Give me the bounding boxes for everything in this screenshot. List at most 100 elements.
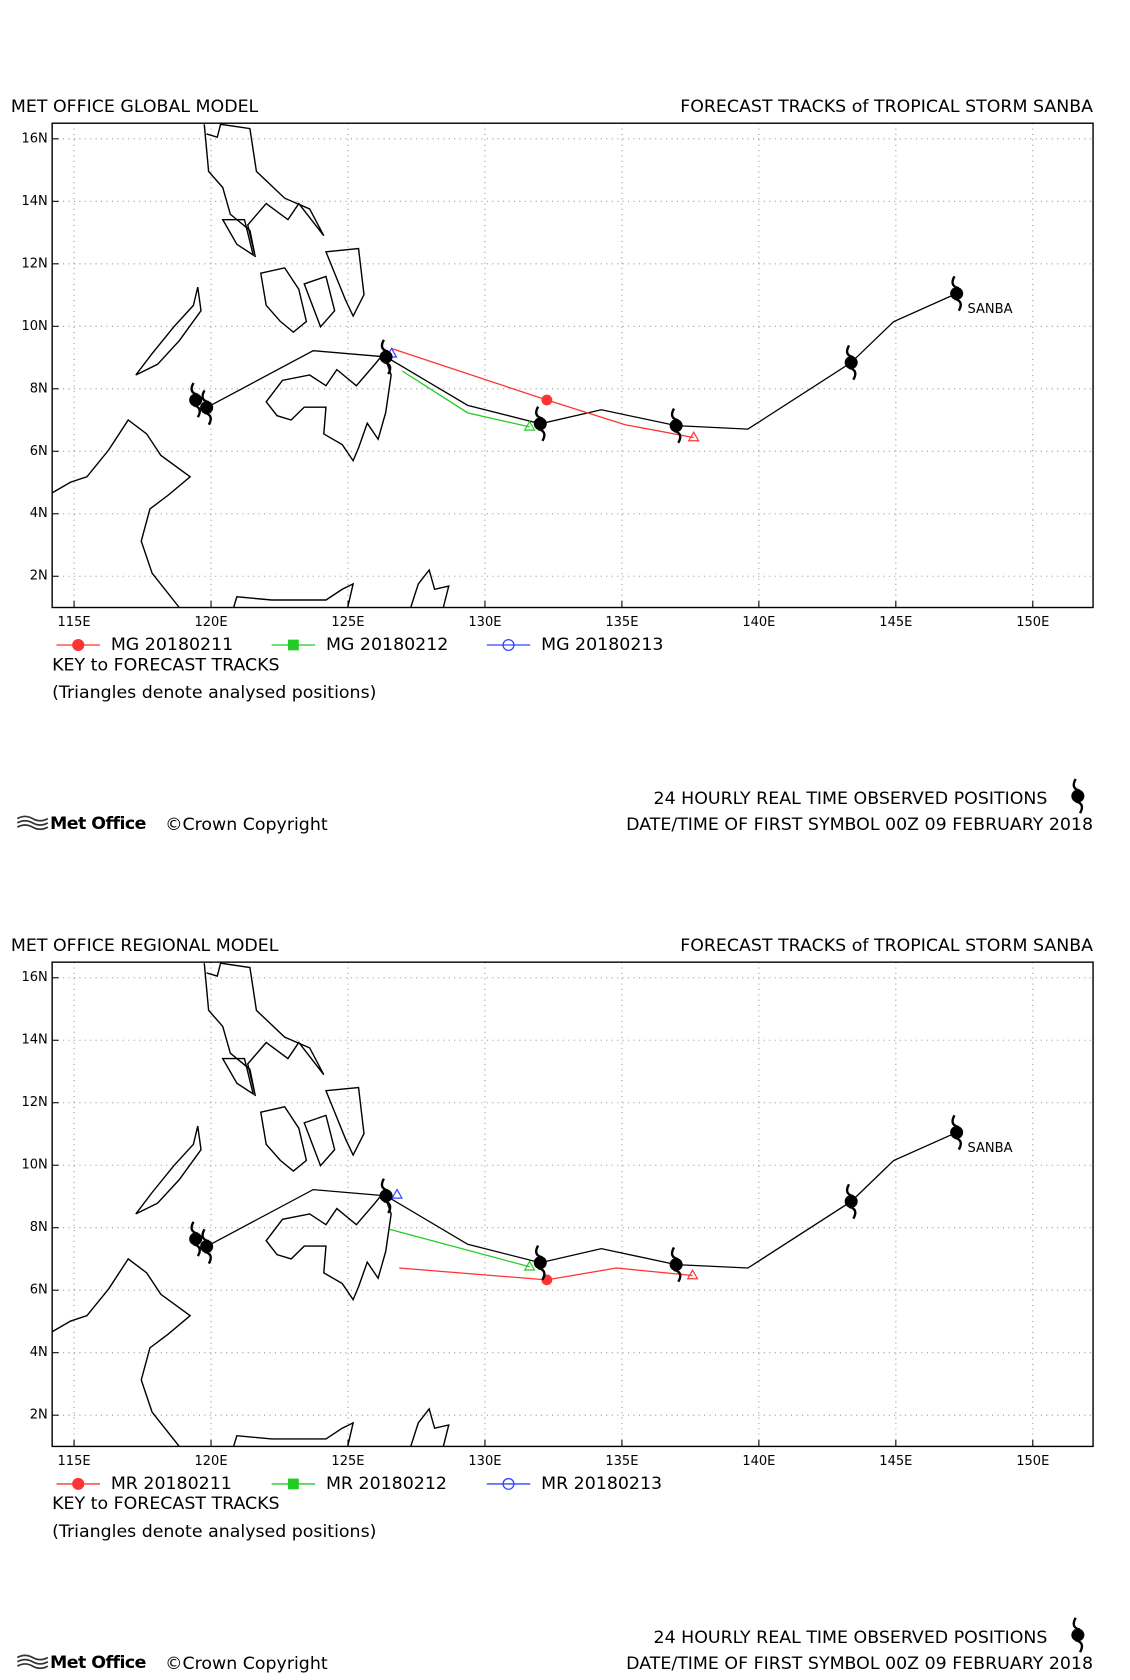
symbol-arm [954,297,962,312]
y-tick-label: 10N [21,1158,47,1173]
x-tick-label: 125E [331,1454,364,1469]
symbol-core [379,1189,393,1203]
symbol-arm [673,429,682,444]
cyclone-symbol [950,275,964,312]
symbol-arm [190,382,199,396]
logo-wave [16,1658,49,1665]
symbol-arm [670,1246,679,1261]
model-title: MET OFFICE GLOBAL MODEL [11,97,259,117]
symbol-core [189,393,203,407]
logo-wave [16,819,49,826]
y-tick-label: 8N [30,1220,48,1235]
y-tick-label: 2N [30,1408,48,1423]
key-title: KEY to FORECAST TRACKS [52,655,279,675]
symbol-arm [954,1136,962,1151]
symbol-core [533,1256,547,1270]
footer-line: 24 HOURLY REAL TIME OBSERVED POSITIONS [654,1628,1048,1648]
y-tick-label: 12N [21,256,47,271]
legend-label: MR 20180211 [111,1474,232,1494]
x-tick-label: 115E [58,615,91,630]
map-panel: MET OFFICE REGIONAL MODEL FORECAST TRACKS… [11,936,1094,1674]
x-tick-label: 135E [605,1454,638,1469]
symbol-arm [383,361,392,375]
legend-marker [287,1478,299,1490]
y-tick-label: 6N [30,1283,48,1298]
copyright: ©Crown Copyright [165,815,328,835]
key-note: (Triangles denote analysed positions) [52,683,376,703]
x-tick-label: 140E [742,615,775,630]
copyright: ©Crown Copyright [165,1654,328,1674]
x-tick-label: 145E [879,615,912,630]
symbol-arm [848,366,857,381]
plot-frame [51,122,1094,609]
cyclone-symbol [189,382,203,418]
logo-text: Met Office [50,1653,146,1673]
plot-area [52,962,1094,1447]
cyclone-symbol [669,1246,683,1283]
chart-title: FORECAST TRACKS of TROPICAL STORM SANBA [680,936,1093,956]
analysed-triangle [523,1260,536,1271]
symbol-core [669,1258,683,1272]
symbol-core [844,356,858,369]
symbol-arm [193,404,201,418]
symbol-core [1071,789,1085,803]
forecast-track [391,347,694,439]
y-tick-label: 14N [21,194,47,209]
cyclone-symbol [669,407,683,444]
plot-area [52,123,1094,608]
legend-label: MR 20180213 [541,1474,662,1494]
symbol-arm [190,1221,199,1235]
y-tick-label: 16N [21,131,47,146]
x-tick-label: 120E [194,615,227,630]
y-tick-label: 14N [21,1033,47,1048]
analysed-triangle [687,430,700,442]
logo-wave [16,1663,49,1670]
symbol-arm [848,1205,857,1220]
y-tick-label: 16N [21,970,47,985]
x-tick-label: 115E [58,1454,91,1469]
symbol-arm [534,1244,543,1259]
x-tick-label: 130E [468,615,501,630]
y-tick-label: 8N [30,381,48,396]
cyclone-symbol [379,339,393,375]
logo-wave [16,1654,49,1661]
y-tick-label: 10N [21,319,47,334]
symbol-arm [1072,1617,1081,1631]
legend-label: MG 20180212 [326,635,448,655]
symbol-arm [845,1183,854,1198]
x-tick-label: 120E [194,1454,227,1469]
cyclone-symbol [950,1114,964,1151]
y-tick-label: 6N [30,444,48,459]
symbol-arm [951,1114,960,1129]
x-tick-label: 130E [468,1454,501,1469]
symbol-arm [670,407,679,422]
symbol-arm [193,1243,201,1257]
symbol-arm [380,339,389,353]
y-tick-label: 2N [30,569,48,584]
logo-wave [16,824,49,831]
symbol-arm [201,1228,210,1243]
symbol-core [533,417,547,431]
x-tick-label: 140E [742,1454,775,1469]
analysed-triangle [686,1268,699,1280]
cyclone-symbol [200,1228,214,1265]
symbol-arm [951,275,960,290]
symbol-core [950,1125,964,1139]
cyclone-symbol [200,389,214,426]
symbol-arm [673,1268,682,1283]
legend-marker [502,1477,515,1490]
legend-marker [287,639,299,651]
legend-marker [72,639,85,651]
y-tick-label: 12N [21,1095,47,1110]
cyclone-symbol [533,406,547,442]
analysed-triangle [523,420,536,431]
symbol-core [189,1232,203,1246]
legend-label: MG 20180213 [541,635,663,655]
symbol-arm [534,406,543,420]
y-tick-label: 4N [30,506,48,521]
map-panel: MET OFFICE GLOBAL MODEL FORECAST TRACKS o… [11,97,1094,835]
symbol-core [950,287,964,300]
symbol-arm [1075,1639,1084,1653]
legend-label: MG 20180211 [111,635,233,655]
